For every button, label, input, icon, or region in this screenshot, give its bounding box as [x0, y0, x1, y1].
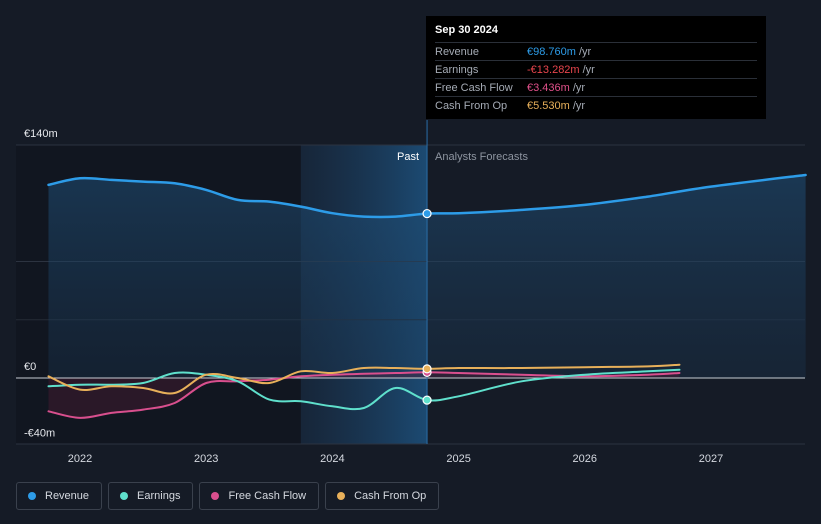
- legend-label: Revenue: [45, 490, 90, 502]
- legend-item-revenue[interactable]: Revenue: [16, 482, 103, 510]
- tooltip-row-earnings: Earnings -€13.282m /yr: [435, 60, 757, 78]
- tooltip-value: -€13.282m: [527, 63, 580, 76]
- y-tick-label: €0: [24, 361, 36, 373]
- tooltip-unit: /yr: [578, 45, 592, 58]
- legend-dot-icon: [28, 492, 36, 500]
- legend-label: Cash From Op: [354, 490, 427, 502]
- y-tick-label: €140m: [24, 128, 58, 140]
- free-cash-flow-line: [47, 371, 681, 419]
- tooltip-value: €3.436m: [527, 81, 570, 94]
- x-tick-label: 2027: [699, 453, 723, 465]
- tooltip-label: Free Cash Flow: [435, 81, 513, 94]
- x-tick-label: 2025: [446, 453, 470, 465]
- legend: Revenue Earnings Free Cash Flow Cash Fro…: [16, 482, 440, 510]
- x-tick-label: 2022: [68, 453, 92, 465]
- tooltip-value: €5.530m: [527, 99, 570, 112]
- tooltip-label: Cash From Op: [435, 99, 508, 112]
- earnings-marker: [422, 395, 432, 405]
- tooltip-unit: /yr: [572, 99, 586, 112]
- free-cash-flow-area: [48, 372, 680, 418]
- tooltip-row-free-cash-flow: Free Cash Flow €3.436m /yr: [435, 78, 757, 96]
- legend-dot-icon: [337, 492, 346, 500]
- tooltip-label: Revenue: [435, 45, 480, 58]
- revenue-line: [47, 173, 807, 219]
- tooltip-label: Earnings: [435, 63, 479, 76]
- earnings-line: [47, 368, 681, 411]
- forecast-label: Analysts Forecasts: [435, 151, 528, 163]
- past-label: Past: [397, 151, 419, 163]
- x-tick-label: 2023: [194, 453, 218, 465]
- tooltip-row-cash-from-op: Cash From Op €5.530m /yr: [435, 96, 757, 114]
- legend-dot-icon: [120, 492, 129, 500]
- tooltip-value: €98.760m: [527, 45, 576, 58]
- x-tick-label: 2026: [573, 453, 597, 465]
- tooltip-unit: /yr: [572, 81, 586, 94]
- revenue-marker: [422, 208, 432, 219]
- tooltip-unit: /yr: [582, 63, 595, 76]
- tooltip: Sep 30 2024 Revenue €98.760m /yr Earning…: [426, 16, 766, 119]
- x-tick-label: 2024: [320, 453, 344, 465]
- legend-item-earnings[interactable]: Earnings: [108, 482, 194, 510]
- y-tick-label: -€40m: [24, 428, 55, 440]
- legend-item-cash-from-op[interactable]: Cash From Op: [325, 482, 440, 510]
- tooltip-row-revenue: Revenue €98.760m /yr: [435, 42, 757, 60]
- cash-from-op-line: [47, 363, 681, 395]
- cash-from-op-marker: [422, 364, 432, 374]
- tooltip-date: Sep 30 2024: [435, 24, 498, 36]
- legend-label: Free Cash Flow: [228, 490, 307, 502]
- legend-label: Earnings: [137, 490, 181, 502]
- legend-item-free-cash-flow[interactable]: Free Cash Flow: [199, 482, 320, 510]
- chart-canvas: €140m €0 -€40m 2022 2023 2024 2025 2026 2027 Past…: [16, 120, 807, 465]
- legend-dot-icon: [211, 492, 220, 500]
